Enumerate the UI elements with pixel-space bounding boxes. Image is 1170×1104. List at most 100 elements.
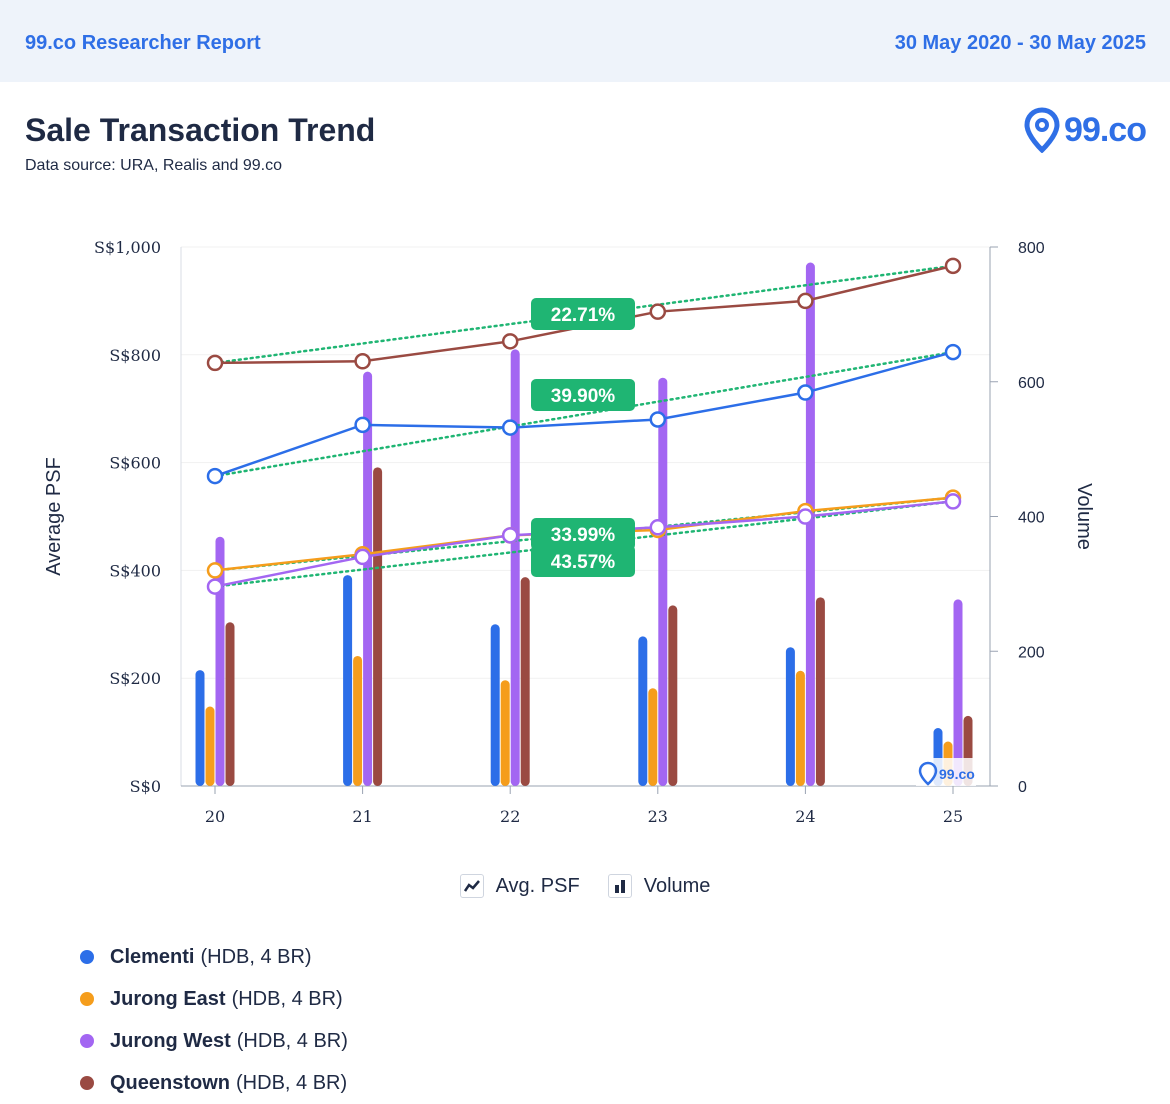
psf-point	[797, 292, 814, 310]
series-legend: Clementi (HDB, 4 BR) Jurong East (HDB, 4…	[80, 936, 348, 1104]
volume-bar	[795, 670, 805, 786]
volume-bar	[363, 371, 373, 786]
series-legend-item[interactable]: Jurong East (HDB, 4 BR)	[80, 978, 348, 1020]
psf-point	[797, 508, 814, 525]
change-label-box	[531, 545, 635, 577]
series-name: Clementi	[110, 945, 195, 968]
chart-title: Sale Transaction Trend	[25, 112, 376, 148]
x-tick-label: 20	[205, 807, 225, 826]
series-name: Jurong West	[110, 1029, 231, 1052]
y2-tick-label: 600	[1018, 375, 1045, 392]
series-desc: (HDB, 4 BR)	[236, 1071, 348, 1094]
volume-bar	[815, 597, 825, 786]
x-tick-label: 25	[943, 807, 963, 826]
volume-bar	[490, 624, 500, 786]
psf-point	[354, 353, 371, 370]
volume-bar	[510, 349, 520, 786]
psf-point	[354, 416, 371, 434]
psf-point	[944, 343, 962, 361]
change-label-box	[531, 379, 635, 411]
change-label-text: 33.99%	[551, 525, 616, 546]
y2-tick-label: 200	[1018, 644, 1045, 661]
legend-volume-label: Volume	[643, 874, 711, 897]
y2-tick-label: 400	[1018, 510, 1045, 527]
x-tick-label: 21	[352, 807, 372, 826]
change-labels: 39.90% 33.99% 43.57% 22.71%	[531, 298, 635, 577]
volume-bar	[353, 655, 363, 786]
y-tick-label: S$200	[109, 669, 161, 688]
series-color-dot	[80, 1034, 94, 1048]
series-legend-item[interactable]: Jurong West (HDB, 4 BR)	[80, 1020, 348, 1062]
legend-avg-psf-label: Avg. PSF	[495, 874, 580, 897]
psf-point	[501, 333, 519, 350]
sale-transaction-chart: S$0 S$200 S$400 S$600 S$800 S$1,000 0 200 400 600…	[43, 238, 1095, 826]
series-color-dot	[80, 1076, 94, 1090]
series-color-dot	[80, 992, 94, 1006]
logo: 99.co	[1024, 106, 1147, 154]
chart-type-legend: Avg. PSF Volume	[0, 874, 1170, 898]
psf-point	[501, 527, 519, 544]
y-axis-title: Average PSF	[43, 457, 65, 576]
y2-axis-title: Volume	[1073, 483, 1095, 550]
psf-point	[797, 384, 814, 401]
volume-bar	[638, 636, 648, 786]
volume-bar	[195, 670, 205, 786]
volume-bar	[225, 622, 235, 786]
psf-point	[206, 562, 224, 579]
psf-line	[214, 350, 954, 478]
change-label-box	[531, 298, 635, 330]
chart-watermark: 99.co	[916, 758, 976, 786]
psf-point	[206, 467, 224, 485]
x-tick-label: 22	[500, 807, 520, 826]
change-label-text: 43.57%	[551, 552, 616, 573]
change-label-text: 39.90%	[551, 386, 616, 407]
bar-chart-icon	[607, 874, 632, 898]
y-tick-label: S$400	[109, 561, 161, 580]
legend-volume[interactable]: Volume	[607, 874, 711, 898]
psf-point	[649, 303, 667, 320]
series-desc: (HDB, 4 BR)	[200, 945, 312, 968]
volume-bar	[658, 377, 668, 786]
psf-point	[354, 548, 371, 566]
date-range: 30 May 2020 - 30 May 2025	[894, 32, 1146, 54]
axis-layer: S$0 S$200 S$400 S$600 S$800 S$1,000 0 200 400 600…	[43, 238, 1095, 826]
top-bar: 99.co Researcher Report 30 May 2020 - 30…	[0, 0, 1170, 82]
volume-bar	[648, 688, 658, 786]
volume-bar	[953, 599, 963, 786]
series-legend-item[interactable]: Clementi (HDB, 4 BR)	[80, 936, 348, 978]
legend-avg-psf[interactable]: Avg. PSF	[459, 874, 580, 898]
trend-line	[213, 350, 955, 478]
y2-tick-label: 0	[1018, 779, 1027, 796]
volume-bar	[785, 647, 795, 786]
change-label-box	[531, 518, 635, 550]
psf-point	[206, 578, 224, 595]
volume-bar	[215, 536, 225, 786]
volume-bar	[373, 467, 383, 786]
chart-subtitle: Data source: URA, Realis and 99.co	[25, 157, 283, 174]
psf-point	[649, 411, 667, 428]
volume-bar	[205, 706, 215, 786]
y-tick-label: S$1,000	[94, 238, 161, 257]
volume-bar	[520, 577, 530, 786]
psf-point	[206, 354, 224, 372]
watermark-pin-icon	[918, 761, 938, 786]
volume-bar	[668, 605, 678, 786]
series-color-dot	[80, 950, 94, 964]
series-desc: (HDB, 4 BR)	[236, 1029, 348, 1052]
volume-bar	[500, 680, 510, 786]
series-legend-item[interactable]: Queenstown (HDB, 4 BR)	[80, 1062, 348, 1104]
report-brand: 99.co Researcher Report	[25, 32, 261, 54]
y2-tick-label: 800	[1018, 240, 1045, 257]
watermark-text: 99.co	[939, 766, 975, 782]
psf-point	[501, 419, 519, 436]
series-name: Jurong East	[110, 987, 226, 1010]
psf-point	[944, 493, 962, 510]
series-name: Queenstown	[110, 1071, 231, 1094]
y-tick-label: S$800	[109, 346, 161, 365]
y-tick-label: S$0	[130, 777, 161, 796]
x-tick-label: 24	[795, 807, 815, 826]
location-pin-icon	[1024, 107, 1060, 153]
x-tick-label: 23	[648, 807, 668, 826]
logo-text: 99.co	[1064, 110, 1147, 149]
y-tick-label: S$600	[109, 454, 161, 473]
